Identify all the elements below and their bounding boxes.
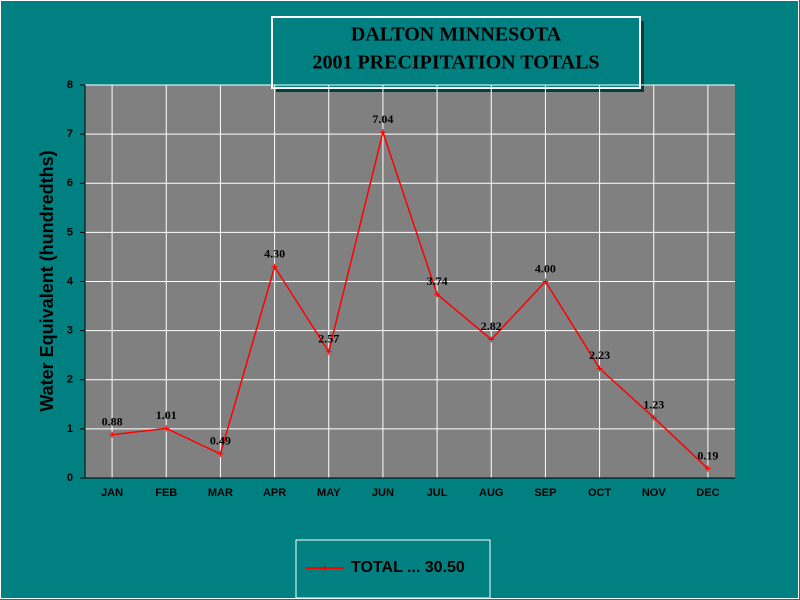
data-point (325, 348, 332, 355)
y-tick-label: 1 (67, 423, 73, 435)
x-tick-label: DEC (696, 487, 719, 499)
x-tick-label: OCT (588, 487, 612, 499)
data-point (434, 291, 441, 298)
value-label: 0.19 (697, 448, 718, 462)
value-label: 2.23 (589, 348, 610, 362)
data-point (596, 365, 603, 372)
y-tick-label: 0 (67, 472, 73, 484)
y-tick-label: 5 (67, 226, 73, 238)
y-tick-label: 3 (67, 325, 73, 337)
legend-marker (322, 565, 328, 571)
x-tick-label: SEP (534, 487, 556, 499)
value-label: 4.30 (264, 247, 285, 261)
value-label: 2.82 (481, 319, 502, 333)
data-point (704, 465, 711, 472)
x-tick-label: AUG (479, 487, 503, 499)
y-tick-label: 8 (67, 79, 73, 91)
x-tick-label: NOV (642, 487, 667, 499)
value-label: 7.04 (372, 112, 393, 126)
data-point (163, 425, 170, 432)
data-point (379, 129, 386, 136)
value-label: 0.49 (210, 434, 231, 448)
data-point (650, 414, 657, 421)
x-tick-label: APR (263, 487, 286, 499)
y-tick-label: 4 (67, 275, 74, 287)
x-tick-label: JAN (101, 487, 123, 499)
x-tick-label: MAR (208, 487, 233, 499)
chart-title: 2001 PRECIPITATION TOTALS (312, 52, 599, 74)
y-tick-label: 2 (67, 374, 73, 386)
data-point (109, 431, 116, 438)
value-label: 2.57 (318, 331, 339, 345)
data-point (488, 336, 495, 343)
y-axis-label: Water Equivalent (hundredths) (37, 150, 57, 411)
legend-label: TOTAL ... 30.50 (351, 559, 465, 576)
x-tick-label: FEB (155, 487, 177, 499)
y-tick-label: 6 (67, 177, 73, 189)
data-point (542, 278, 549, 285)
data-point (271, 263, 278, 270)
data-line (111, 129, 709, 470)
value-label: 4.00 (535, 261, 556, 275)
x-tick-label: JUN (372, 487, 394, 499)
value-label: 3.74 (427, 274, 448, 288)
x-tick-label: JUL (427, 487, 448, 499)
y-tick-label: 7 (67, 128, 73, 140)
value-label: 0.88 (102, 415, 123, 429)
chart-title: DALTON MINNESOTA (351, 24, 562, 46)
x-tick-label: MAY (317, 487, 341, 499)
value-label: 1.01 (156, 408, 177, 422)
value-label: 1.23 (643, 397, 664, 411)
title-box (271, 16, 641, 89)
data-point (217, 450, 224, 457)
